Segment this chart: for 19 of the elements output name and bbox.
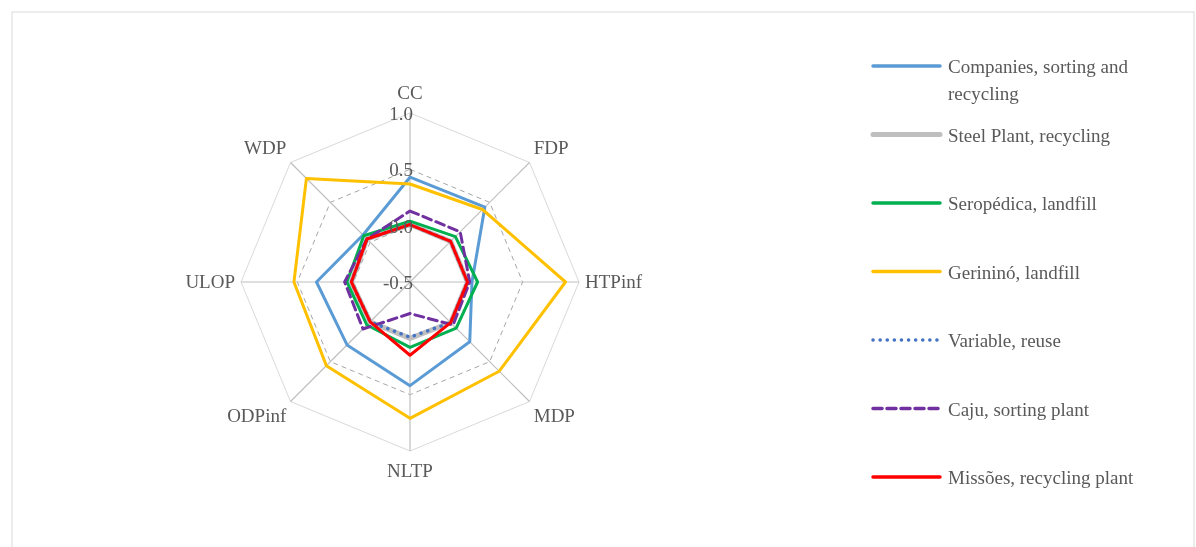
spoke-label: ODPinf [227,404,287,426]
legend-label: Caju, sorting plant [948,398,1090,420]
y-tick-label: 1.0 [389,103,413,124]
y-tick-label: -0.5 [382,272,413,293]
legend-label: Steel Plant, recycling [948,124,1111,146]
legend-label: Gerininó, landfill [948,261,1080,283]
legend-label: Variable, reuse [948,330,1061,351]
y-tick-label: 0.5 [389,159,413,181]
spoke-label: WDP [244,137,287,159]
spoke-label: NLTP [387,460,433,481]
legend-label: Missões, recycling plant [948,467,1134,488]
y-tick-label: 0.0 [389,215,413,237]
spoke-label: CC [397,82,423,103]
spoke-label: HTPinf [585,271,643,292]
legend-label: Seropédica, landfill [948,193,1097,214]
spoke-label: FDP [533,137,569,159]
spoke-label: ULOP [185,271,235,292]
legend-label: Companies, sorting and recycling [948,56,1129,104]
spoke-label: MDP [533,404,575,426]
